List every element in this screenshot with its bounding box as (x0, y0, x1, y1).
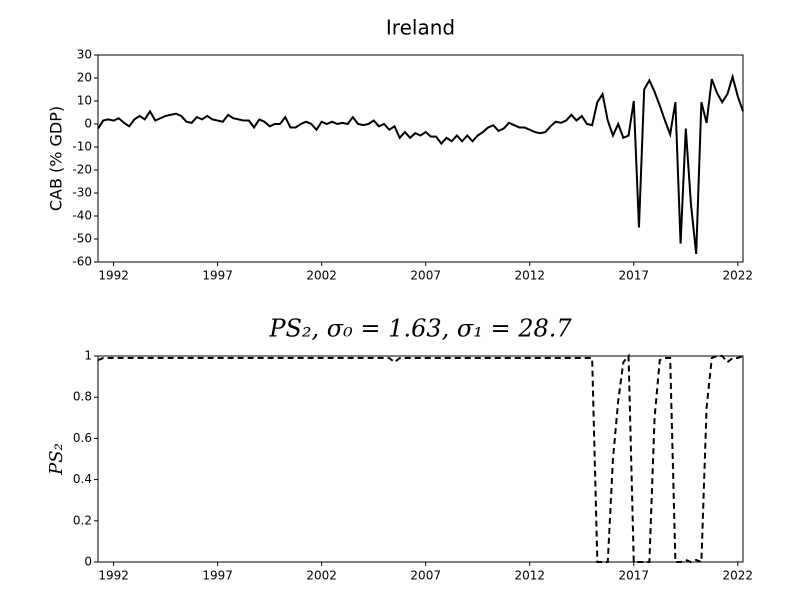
y-tick-label: -50 (72, 232, 92, 246)
x-tick-label: 1992 (98, 269, 129, 283)
data-line (97, 353, 744, 564)
x-tick-label: 1992 (98, 569, 129, 583)
y-tick-label: 0.2 (73, 513, 92, 527)
y-tick-label: 20 (77, 71, 92, 85)
y-tick-label: -30 (72, 186, 92, 200)
x-tick-label: 2017 (618, 269, 649, 283)
x-tick-label: 2007 (410, 269, 441, 283)
x-tick-label: 2012 (514, 569, 545, 583)
y-tick-label: 0.8 (73, 390, 92, 404)
y-axis-label: CAB (% GDP) (47, 106, 66, 211)
x-tick-label: 2017 (618, 569, 649, 583)
y-tick-label: 0.4 (73, 472, 92, 486)
y-tick-label: 0 (84, 555, 92, 569)
y-axis-label: PS₂ (46, 443, 67, 476)
y-tick-label: 0.6 (73, 431, 92, 445)
y-tick-label: 1 (84, 349, 92, 363)
y-tick-label: 0 (84, 117, 92, 131)
x-tick-label: 2002 (306, 269, 337, 283)
y-tick-label: -20 (72, 163, 92, 177)
y-tick-label: 10 (77, 94, 92, 108)
y-tick-label: 30 (77, 48, 92, 62)
y-tick-label: -60 (72, 255, 92, 269)
x-tick-label: 2022 (723, 569, 754, 583)
x-tick-label: 2022 (723, 269, 754, 283)
x-tick-label: 2002 (306, 569, 337, 583)
data-line (97, 73, 744, 255)
chart-title: Ireland (386, 16, 455, 40)
y-tick-label: -10 (72, 140, 92, 154)
axes-frame (97, 54, 744, 263)
x-tick-label: 1997 (202, 569, 233, 583)
axes-frame (97, 355, 744, 563)
x-tick-label: 1997 (202, 269, 233, 283)
x-tick-label: 2012 (514, 269, 545, 283)
y-tick-label: -40 (72, 209, 92, 223)
x-tick-label: 2007 (410, 569, 441, 583)
chart-title: PS₂, σ₀ = 1.63, σ₁ = 28.7 (268, 315, 572, 343)
